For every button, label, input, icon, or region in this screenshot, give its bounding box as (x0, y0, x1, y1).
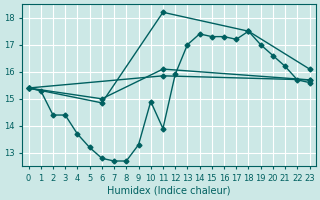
X-axis label: Humidex (Indice chaleur): Humidex (Indice chaleur) (107, 186, 231, 196)
